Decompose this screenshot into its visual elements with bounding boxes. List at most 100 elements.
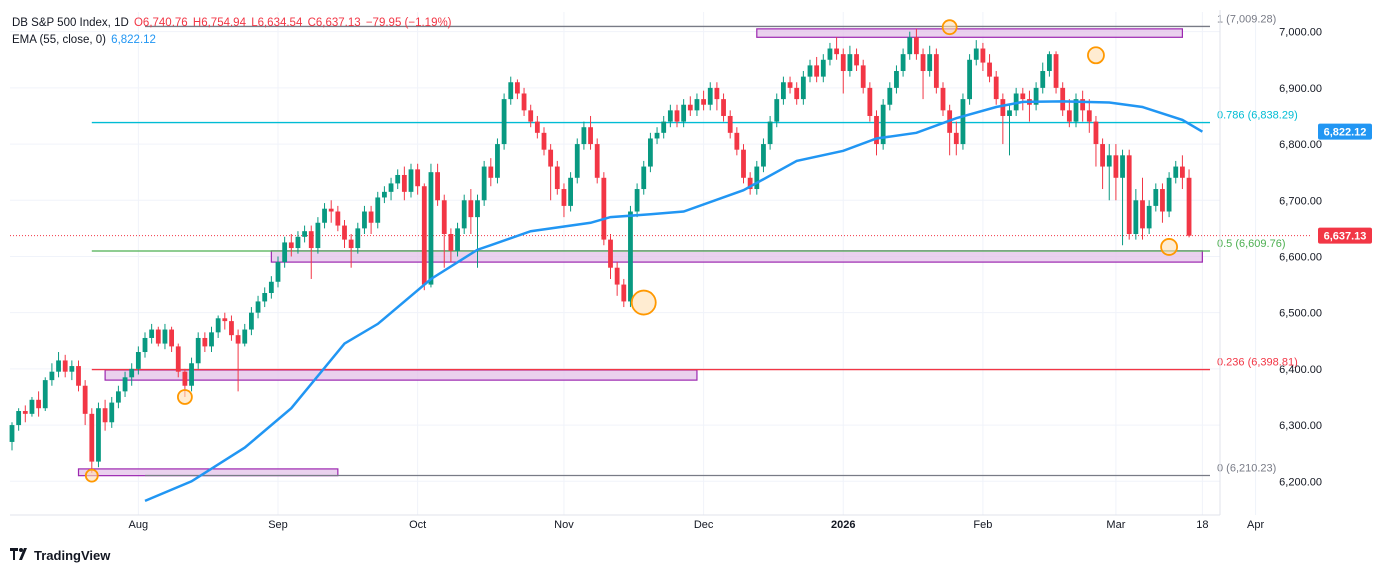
candle-body — [362, 211, 367, 229]
candle-body — [534, 121, 540, 133]
candle-body — [401, 174, 407, 192]
candle-body — [76, 366, 81, 386]
pivot-markers — [84, 19, 1178, 483]
candle-body — [342, 225, 347, 240]
candle-body — [1126, 155, 1132, 234]
candle-body — [288, 242, 294, 249]
candle-body — [967, 59, 972, 100]
change-value: −79.95 (−1.19%) — [365, 17, 452, 29]
price-axis[interactable]: 6,200.00 6,300.00 6,400.00 6,500.00 6,600.00… — [1279, 27, 1322, 489]
candle-body — [1080, 99, 1086, 111]
price-tick-label: 6,500.00 — [1279, 308, 1322, 320]
candle-body — [741, 149, 746, 178]
time-tick-label: Nov — [554, 519, 574, 531]
candle-body — [308, 231, 314, 249]
candle-body — [142, 337, 148, 353]
candle-body — [1073, 99, 1079, 122]
low-value: L6,634.54 — [251, 17, 303, 29]
candle-body — [129, 368, 135, 378]
candle-body — [1173, 166, 1179, 178]
candle-body — [428, 172, 434, 285]
time-tick-label: Aug — [129, 519, 149, 531]
open-value: O6,740.76 — [133, 17, 188, 29]
candle-body — [22, 411, 28, 414]
candle-body — [681, 104, 687, 122]
footer-brand[interactable]: TradingView — [10, 548, 110, 563]
candle-body — [49, 371, 55, 381]
price-tick-label: 6,800.00 — [1279, 139, 1322, 151]
candle-body — [1160, 189, 1165, 212]
fib-label: 0.786 (6,838.29) — [1217, 110, 1298, 122]
candle-body — [973, 48, 979, 60]
pivot-marker — [941, 19, 958, 36]
candle-body — [322, 208, 327, 223]
candle-body — [701, 99, 706, 105]
candle-body — [980, 48, 986, 63]
price-tick-label: 6,900.00 — [1279, 83, 1322, 95]
price-tag-label: 6,637.13 — [1324, 231, 1367, 243]
pivot-marker — [84, 468, 99, 483]
candle-body — [887, 87, 893, 105]
price-tick-label: 6,400.00 — [1279, 364, 1322, 376]
candle-body — [109, 402, 115, 423]
candle-body — [1060, 87, 1066, 111]
price-tag-bg — [1318, 123, 1372, 140]
candle-body — [16, 411, 22, 426]
candle-body — [182, 371, 188, 386]
candle-body — [987, 62, 992, 77]
price-tags: 6,822.12 6,637.13 — [1318, 123, 1372, 244]
candle-body — [521, 93, 527, 111]
candle-body — [481, 166, 487, 201]
candle-body — [894, 71, 899, 88]
candle-body — [202, 337, 208, 347]
candle-body — [69, 366, 75, 372]
candle-body — [561, 189, 567, 206]
candles — [9, 28, 1192, 473]
candle-body — [714, 87, 720, 100]
candle-body — [761, 144, 766, 167]
chart-legend-ema: EMA (55, close, 0) 6,822.12 — [12, 34, 158, 46]
candle-body — [880, 104, 886, 145]
fib-label: 0 (6,210.23) — [1217, 463, 1276, 475]
candle-body — [774, 99, 780, 122]
candle-body — [993, 76, 999, 100]
time-axis[interactable]: Aug Sep Oct Nov Dec 2026 Feb Mar 18 Apr — [129, 519, 1265, 531]
time-tick-label: Feb — [973, 519, 992, 531]
fib-label: 0.236 (6,398.81) — [1217, 357, 1298, 369]
candle-body — [960, 99, 966, 145]
candle-body — [1053, 54, 1059, 88]
candle-body — [249, 312, 254, 330]
candle-body — [1120, 155, 1125, 178]
candle-body — [1113, 155, 1119, 178]
candle-body — [661, 121, 667, 133]
candle-body — [328, 208, 334, 212]
candle-body — [608, 239, 613, 268]
candle-body — [1020, 93, 1026, 100]
time-tick-label: Sep — [268, 519, 288, 531]
high-value: H6,754.94 — [192, 17, 246, 29]
candle-body — [189, 363, 194, 386]
candle-body — [375, 197, 381, 223]
candle-body — [807, 65, 813, 77]
ema-value: 6,822.12 — [111, 34, 156, 46]
brand-name: TradingView — [34, 548, 111, 563]
candle-body — [56, 360, 61, 372]
candle-body — [787, 82, 793, 88]
candle-body — [554, 166, 560, 190]
candle-body — [82, 385, 88, 414]
candle-body — [601, 177, 607, 240]
candle-body — [694, 99, 700, 111]
candle-body — [1033, 87, 1039, 105]
candle-body — [515, 82, 520, 94]
price-tick-label: 6,700.00 — [1279, 195, 1322, 207]
candle-body — [441, 200, 447, 234]
fib-label: 0.5 (6,609.76) — [1217, 238, 1286, 250]
price-tag-bg — [1318, 227, 1372, 244]
price-tick-label: 7,000.00 — [1279, 27, 1322, 39]
candle-body — [1000, 99, 1006, 116]
candle-body — [747, 177, 753, 190]
candle-body — [1166, 177, 1172, 212]
candle-body — [727, 115, 733, 133]
candle-body — [461, 200, 467, 229]
